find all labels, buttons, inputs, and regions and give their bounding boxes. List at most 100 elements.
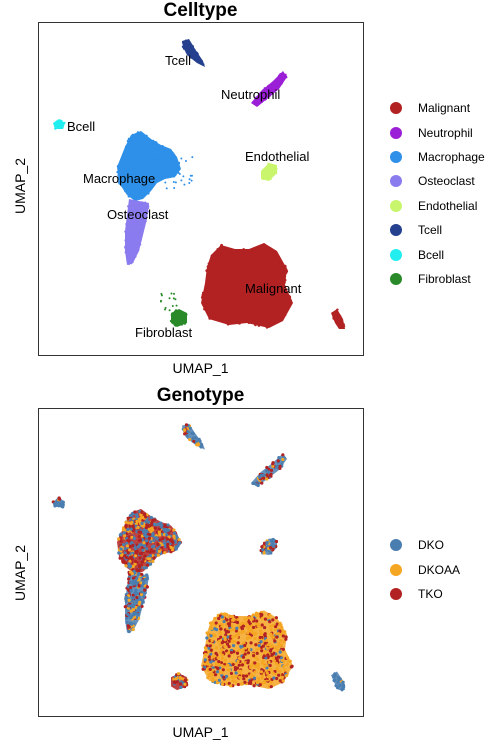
malignant-point bbox=[272, 252, 276, 256]
chart-title: Celltype bbox=[163, 0, 238, 21]
malignant-point bbox=[238, 623, 242, 627]
tcell-point bbox=[184, 423, 189, 427]
malignant-small-point bbox=[335, 317, 338, 320]
malignant-point bbox=[215, 267, 219, 271]
malignant-point bbox=[277, 256, 280, 260]
legend-item-tko: TKO bbox=[390, 582, 460, 606]
fibroblast-point bbox=[178, 676, 182, 680]
macrophage-point bbox=[135, 514, 139, 519]
macrophage-point bbox=[124, 189, 127, 193]
endothelial-point bbox=[265, 170, 268, 173]
macrophage-point bbox=[169, 162, 172, 166]
macrophage-point bbox=[126, 516, 130, 520]
malignant-point bbox=[258, 635, 262, 640]
malignant-point bbox=[226, 317, 230, 321]
malignant-point bbox=[252, 270, 256, 274]
malignant-point bbox=[209, 634, 213, 638]
fibroblast-point bbox=[179, 319, 183, 323]
malignant-point bbox=[219, 627, 223, 631]
malignant-point bbox=[237, 648, 242, 652]
malignant-point bbox=[212, 287, 216, 291]
malignant-point bbox=[247, 620, 251, 624]
neutrophil-point bbox=[255, 96, 258, 99]
osteoclast-point bbox=[140, 201, 144, 204]
malignant-point bbox=[257, 678, 261, 683]
osteoclast-point bbox=[146, 202, 149, 206]
osteoclast-point bbox=[135, 219, 138, 222]
macrophage-point bbox=[123, 182, 127, 186]
osteoclast-point bbox=[130, 622, 134, 626]
legend-label: Fibroblast bbox=[418, 271, 471, 286]
osteoclast-point bbox=[129, 580, 133, 584]
macrophage-point bbox=[141, 162, 144, 166]
legend-label: TKO bbox=[418, 586, 443, 601]
macrophage-point bbox=[133, 176, 137, 180]
fibroblast-point bbox=[177, 313, 181, 316]
osteoclast-point bbox=[127, 598, 131, 602]
macrophage-points bbox=[116, 131, 181, 201]
macrophage-point bbox=[153, 158, 156, 162]
malignant-point bbox=[222, 291, 226, 295]
macrophage-point bbox=[130, 541, 134, 545]
malignant-point bbox=[226, 319, 230, 323]
fibroblast-point bbox=[172, 320, 175, 324]
legend-item-dko: DKO bbox=[390, 533, 460, 557]
malignant-point bbox=[245, 295, 249, 299]
macrophage-point bbox=[176, 163, 179, 167]
malignant-point bbox=[226, 677, 230, 681]
macrophage-point bbox=[149, 174, 153, 178]
malignant-point bbox=[236, 618, 240, 622]
legend-swatch bbox=[390, 126, 402, 139]
malignant-point bbox=[281, 269, 285, 272]
endothelial-point bbox=[271, 548, 275, 552]
malignant-point bbox=[245, 299, 249, 303]
malignant-point bbox=[207, 655, 211, 659]
malignant-point bbox=[205, 636, 209, 640]
malignant-point bbox=[239, 272, 243, 276]
malignant-point bbox=[254, 280, 258, 284]
fibroblast-point bbox=[185, 313, 188, 316]
macrophage-point bbox=[162, 163, 166, 166]
fibroblast-edge-point bbox=[171, 305, 174, 308]
malignant-point bbox=[212, 317, 215, 320]
macrophage-point bbox=[151, 545, 155, 549]
endothelial-points bbox=[259, 537, 279, 556]
osteoclast-point bbox=[135, 598, 139, 603]
osteoclast-point bbox=[131, 607, 136, 612]
endothelial-point bbox=[268, 174, 271, 178]
macrophage-point bbox=[136, 190, 140, 194]
malignant-point bbox=[263, 641, 267, 645]
malignant-small-point bbox=[336, 308, 339, 311]
malignant-point bbox=[203, 306, 207, 310]
malignant-point bbox=[250, 617, 254, 621]
malignant-point bbox=[279, 313, 283, 317]
malignant-point bbox=[236, 258, 240, 262]
malignant-point bbox=[254, 288, 257, 292]
malignant-point bbox=[286, 305, 290, 308]
macrophage-point bbox=[139, 165, 143, 168]
fibroblast-point bbox=[181, 318, 184, 322]
macrophage-point bbox=[143, 143, 146, 146]
malignant-point bbox=[234, 260, 238, 264]
malignant-small-point bbox=[342, 685, 346, 689]
macrophage-point bbox=[152, 538, 156, 543]
malignant-point bbox=[218, 270, 222, 274]
macrophage-point bbox=[141, 538, 145, 542]
macrophage-point bbox=[141, 189, 144, 193]
neutrophil-point bbox=[251, 481, 255, 486]
macrophage-point bbox=[123, 551, 127, 555]
malignant-point bbox=[203, 658, 207, 662]
osteoclast-point bbox=[126, 258, 129, 262]
malignant-point bbox=[219, 631, 223, 635]
osteoclast-point bbox=[127, 629, 131, 634]
tcell-point bbox=[181, 45, 185, 48]
malignant-point bbox=[240, 278, 244, 282]
malignant-point bbox=[248, 297, 252, 300]
neutrophil-point bbox=[277, 456, 281, 460]
malignant-point bbox=[280, 284, 284, 288]
malignant-point bbox=[277, 283, 281, 287]
malignant-point bbox=[227, 255, 231, 259]
macrophage-point bbox=[116, 164, 120, 168]
malignant-point bbox=[231, 635, 235, 639]
malignant-point bbox=[238, 306, 242, 310]
